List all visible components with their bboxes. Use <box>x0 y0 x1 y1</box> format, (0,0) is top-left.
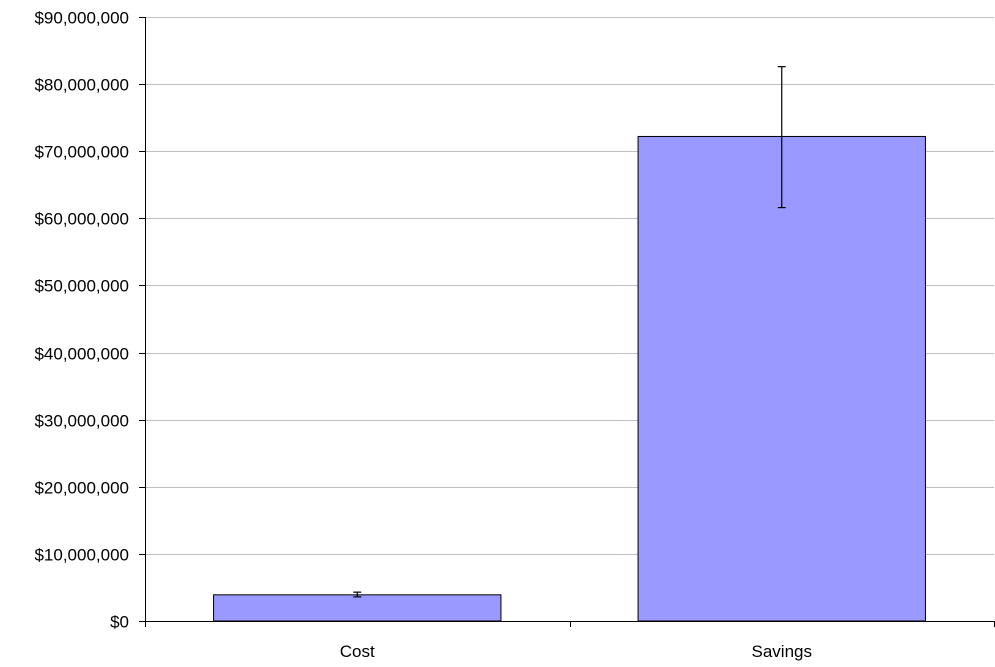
y-tick-label: $20,000,000 <box>34 479 129 498</box>
x-tick-label: Cost <box>340 642 375 661</box>
x-tick-label: Savings <box>752 642 812 661</box>
error-bar-cost <box>353 591 362 598</box>
bars <box>213 135 926 622</box>
error-bar-savings <box>777 66 786 209</box>
y-tick-label: $40,000,000 <box>34 345 129 364</box>
x-axis-ticks: Cost Savings <box>145 621 995 661</box>
y-tick-label: $90,000,000 <box>34 9 129 28</box>
y-tick-label: $80,000,000 <box>34 76 129 95</box>
y-tick-label: $30,000,000 <box>34 412 129 431</box>
axes <box>145 17 994 622</box>
gridlines <box>145 17 994 555</box>
error-bars <box>353 66 786 598</box>
y-tick-label: $0 <box>110 613 129 632</box>
y-tick-label: $10,000,000 <box>34 546 129 565</box>
bar-cost <box>213 594 502 622</box>
y-tick-label: $50,000,000 <box>34 277 129 296</box>
y-tick-label: $60,000,000 <box>34 210 129 229</box>
bar-savings <box>637 135 926 622</box>
y-axis-ticks: $0 $10,000,000 $20,000,000 $30,000,000 $40,0… <box>34 9 145 632</box>
y-tick-label: $70,000,000 <box>34 143 129 162</box>
